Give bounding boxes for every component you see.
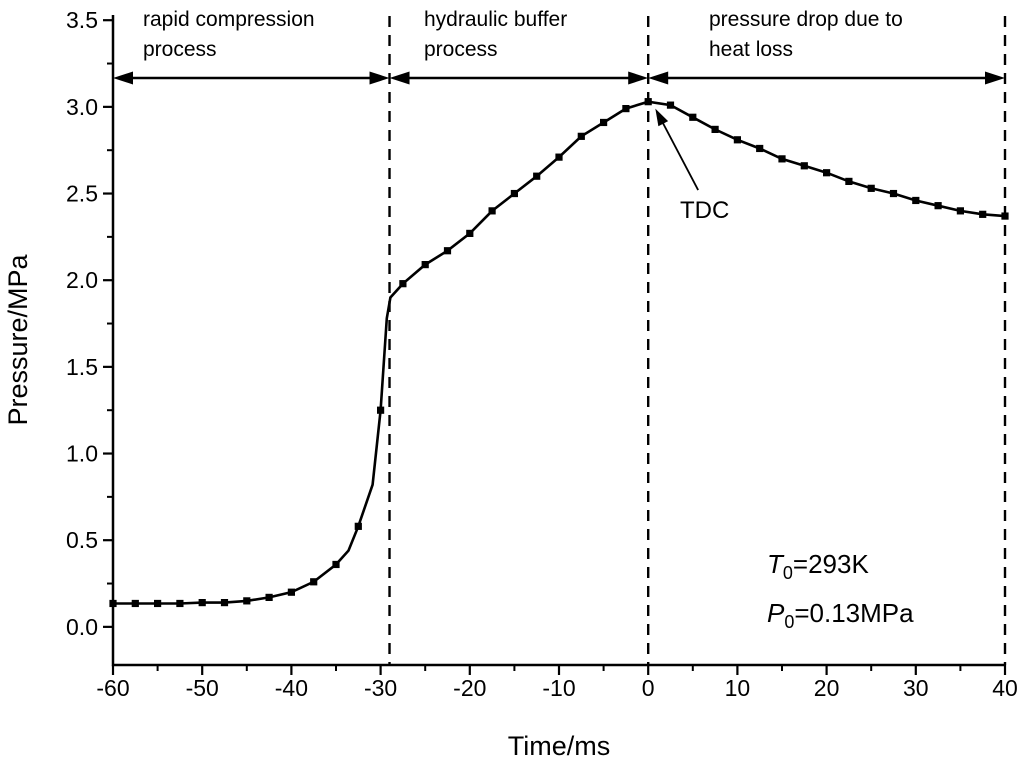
pressure-symbol: P xyxy=(767,598,785,628)
data-point-marker xyxy=(577,132,585,140)
region-arrowhead-left xyxy=(113,71,133,85)
data-point-marker xyxy=(644,98,652,106)
data-point-marker xyxy=(867,184,875,192)
data-point-marker xyxy=(310,578,318,586)
y-tick-label: 2.5 xyxy=(66,181,98,207)
y-tick-label: 1.5 xyxy=(66,354,98,380)
data-point-marker xyxy=(934,202,942,210)
tdc-annotation-label: TDC xyxy=(680,197,730,224)
data-point-marker xyxy=(845,177,853,185)
data-point-marker xyxy=(265,593,273,601)
y-tick-label: 0.5 xyxy=(66,527,98,553)
data-point-marker xyxy=(443,247,452,255)
x-tick-label: -10 xyxy=(542,675,575,701)
data-point-marker xyxy=(287,588,295,596)
data-point-marker xyxy=(220,599,229,607)
data-point-marker xyxy=(778,155,786,163)
data-point-marker xyxy=(979,210,987,218)
data-point-marker xyxy=(823,169,831,177)
data-point-marker xyxy=(1001,212,1009,220)
y-tick-label: 1.0 xyxy=(66,441,98,467)
data-point-marker xyxy=(198,599,206,607)
data-point-marker xyxy=(711,125,719,133)
data-point-marker xyxy=(243,597,251,605)
data-point-marker xyxy=(622,105,630,113)
data-point-marker xyxy=(154,599,162,608)
tdc-arrow-line xyxy=(660,119,699,191)
temperature-condition: T0=293K xyxy=(767,549,914,598)
region-label-rapid-compression: rapid compression process xyxy=(143,8,315,61)
region-arrowhead-right xyxy=(985,71,1005,85)
data-point-marker xyxy=(912,196,920,205)
data-point-marker xyxy=(666,101,675,109)
pressure-subscript: 0 xyxy=(784,612,795,633)
data-point-marker xyxy=(733,136,741,144)
data-point-marker xyxy=(421,261,429,269)
pressure-curve xyxy=(113,100,1006,605)
y-tick-label: 3.0 xyxy=(66,94,98,120)
data-point-marker xyxy=(332,560,340,569)
region-arrowhead-right xyxy=(369,71,390,85)
data-point-marker xyxy=(956,207,964,215)
data-point-marker xyxy=(377,406,385,414)
x-tick-label: -30 xyxy=(364,675,397,701)
temperature-symbol: T xyxy=(767,549,783,579)
x-tick-label: -50 xyxy=(186,675,219,701)
data-point-marker xyxy=(488,207,496,215)
data-point-marker xyxy=(533,172,541,180)
pressure-condition: P0=0.13MPa xyxy=(767,598,914,647)
data-point-marker xyxy=(399,280,407,288)
data-point-marker xyxy=(354,522,362,530)
initial-conditions: T0=293K P0=0.13MPa xyxy=(767,549,914,647)
data-point-marker xyxy=(176,599,184,608)
data-point-marker xyxy=(600,118,608,127)
region-arrowhead-left xyxy=(648,71,669,85)
temperature-subscript: 0 xyxy=(782,563,793,584)
y-tick-label: 0.0 xyxy=(66,614,98,640)
data-point-marker xyxy=(689,113,697,121)
x-tick-label: 10 xyxy=(725,675,751,701)
data-point-marker xyxy=(555,153,563,161)
x-tick-label: -20 xyxy=(453,675,486,701)
x-tick-label: -40 xyxy=(275,675,308,701)
data-point-marker xyxy=(109,599,117,608)
data-point-marker xyxy=(466,229,474,237)
x-tick-label: 0 xyxy=(642,675,655,701)
x-axis-title: Time/ms xyxy=(508,731,611,761)
y-tick-label: 3.5 xyxy=(66,7,98,33)
pressure-value: =0.13MPa xyxy=(794,598,914,628)
data-point-marker xyxy=(756,144,764,153)
x-tick-label: 40 xyxy=(992,675,1018,701)
x-tick-label: 20 xyxy=(814,675,840,701)
y-axis-title: Pressure/MPa xyxy=(3,253,33,425)
y-tick-label: 2.0 xyxy=(66,267,98,293)
region-arrowhead-right xyxy=(628,71,649,85)
x-tick-label: -60 xyxy=(96,675,129,701)
region-arrowhead-left xyxy=(389,71,410,85)
data-point-marker xyxy=(800,162,808,170)
region-label-pressure-drop: pressure drop due to heat loss xyxy=(709,8,903,61)
data-point-marker xyxy=(889,189,898,198)
tdc-arrowhead xyxy=(655,108,669,127)
temperature-value: =293K xyxy=(792,549,869,579)
data-point-marker xyxy=(131,599,139,608)
data-point-marker xyxy=(510,189,518,198)
region-label-hydraulic-buffer: hydraulic buffer process xyxy=(424,8,568,61)
x-tick-label: 30 xyxy=(903,675,929,701)
